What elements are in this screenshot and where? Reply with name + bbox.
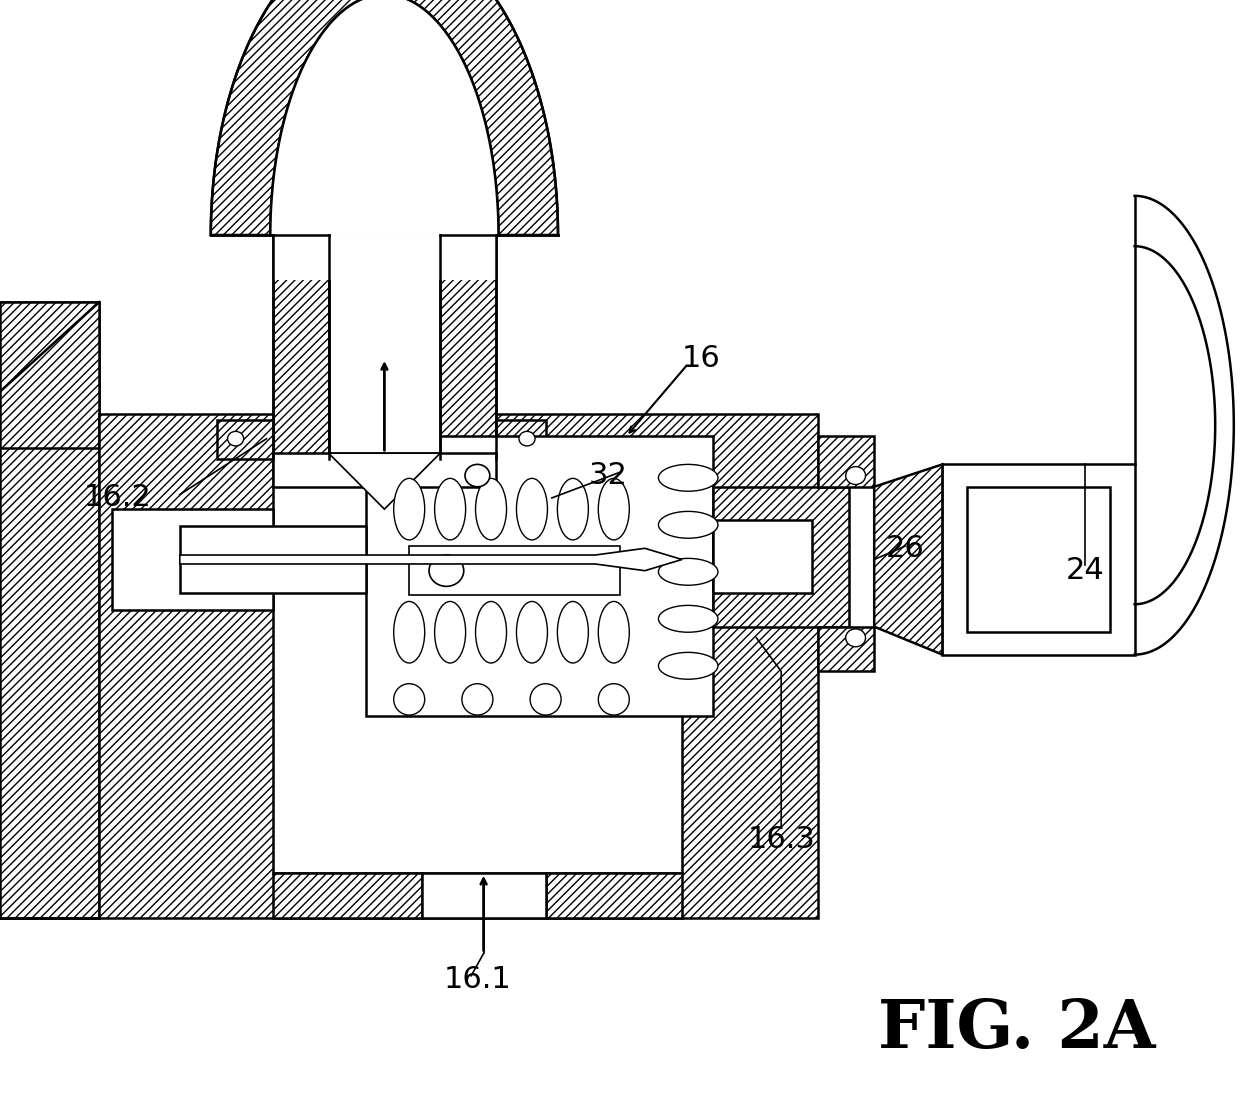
Polygon shape — [273, 873, 422, 918]
Polygon shape — [270, 0, 498, 235]
Ellipse shape — [463, 684, 494, 715]
Text: 26: 26 — [885, 534, 925, 563]
Ellipse shape — [598, 602, 629, 662]
Ellipse shape — [658, 652, 718, 679]
Ellipse shape — [658, 464, 718, 491]
Ellipse shape — [394, 684, 424, 715]
Ellipse shape — [658, 511, 718, 538]
Polygon shape — [112, 509, 273, 610]
Polygon shape — [273, 459, 682, 873]
Polygon shape — [329, 453, 440, 509]
Polygon shape — [440, 235, 496, 459]
Ellipse shape — [434, 479, 466, 540]
Polygon shape — [546, 873, 682, 918]
Polygon shape — [217, 420, 273, 459]
Polygon shape — [211, 0, 558, 235]
Ellipse shape — [476, 479, 507, 540]
Ellipse shape — [558, 602, 589, 662]
Polygon shape — [818, 627, 874, 671]
Text: 16.3: 16.3 — [748, 825, 815, 854]
Polygon shape — [0, 414, 818, 918]
Ellipse shape — [394, 602, 424, 662]
Polygon shape — [366, 436, 713, 716]
Polygon shape — [818, 436, 874, 487]
Polygon shape — [273, 235, 496, 280]
Polygon shape — [713, 520, 812, 593]
Polygon shape — [273, 453, 496, 487]
Text: 24: 24 — [1065, 556, 1105, 585]
Ellipse shape — [465, 464, 490, 487]
Ellipse shape — [598, 684, 629, 715]
Polygon shape — [0, 302, 99, 918]
Text: FIG. 2A: FIG. 2A — [878, 997, 1156, 1062]
Ellipse shape — [429, 555, 464, 586]
Polygon shape — [422, 873, 546, 918]
Polygon shape — [180, 526, 366, 593]
Text: 16.1: 16.1 — [444, 965, 511, 994]
Polygon shape — [496, 420, 546, 459]
Ellipse shape — [846, 629, 866, 647]
Polygon shape — [874, 464, 942, 655]
Text: 16.2: 16.2 — [84, 483, 151, 513]
Polygon shape — [273, 235, 329, 459]
Text: 32: 32 — [588, 461, 627, 490]
Ellipse shape — [558, 479, 589, 540]
Ellipse shape — [517, 479, 548, 540]
Ellipse shape — [658, 558, 718, 585]
Polygon shape — [942, 464, 1135, 655]
Ellipse shape — [434, 602, 466, 662]
Polygon shape — [0, 302, 99, 448]
Polygon shape — [713, 487, 849, 627]
Polygon shape — [180, 548, 682, 571]
Ellipse shape — [228, 432, 243, 446]
Ellipse shape — [476, 602, 507, 662]
Polygon shape — [329, 235, 440, 459]
Ellipse shape — [598, 479, 629, 540]
Text: 16: 16 — [681, 344, 720, 373]
Ellipse shape — [517, 602, 548, 662]
Ellipse shape — [658, 605, 718, 632]
Ellipse shape — [394, 479, 424, 540]
Ellipse shape — [531, 684, 560, 715]
Polygon shape — [409, 546, 620, 595]
Polygon shape — [967, 487, 1110, 632]
Ellipse shape — [520, 432, 534, 446]
Ellipse shape — [846, 467, 866, 485]
